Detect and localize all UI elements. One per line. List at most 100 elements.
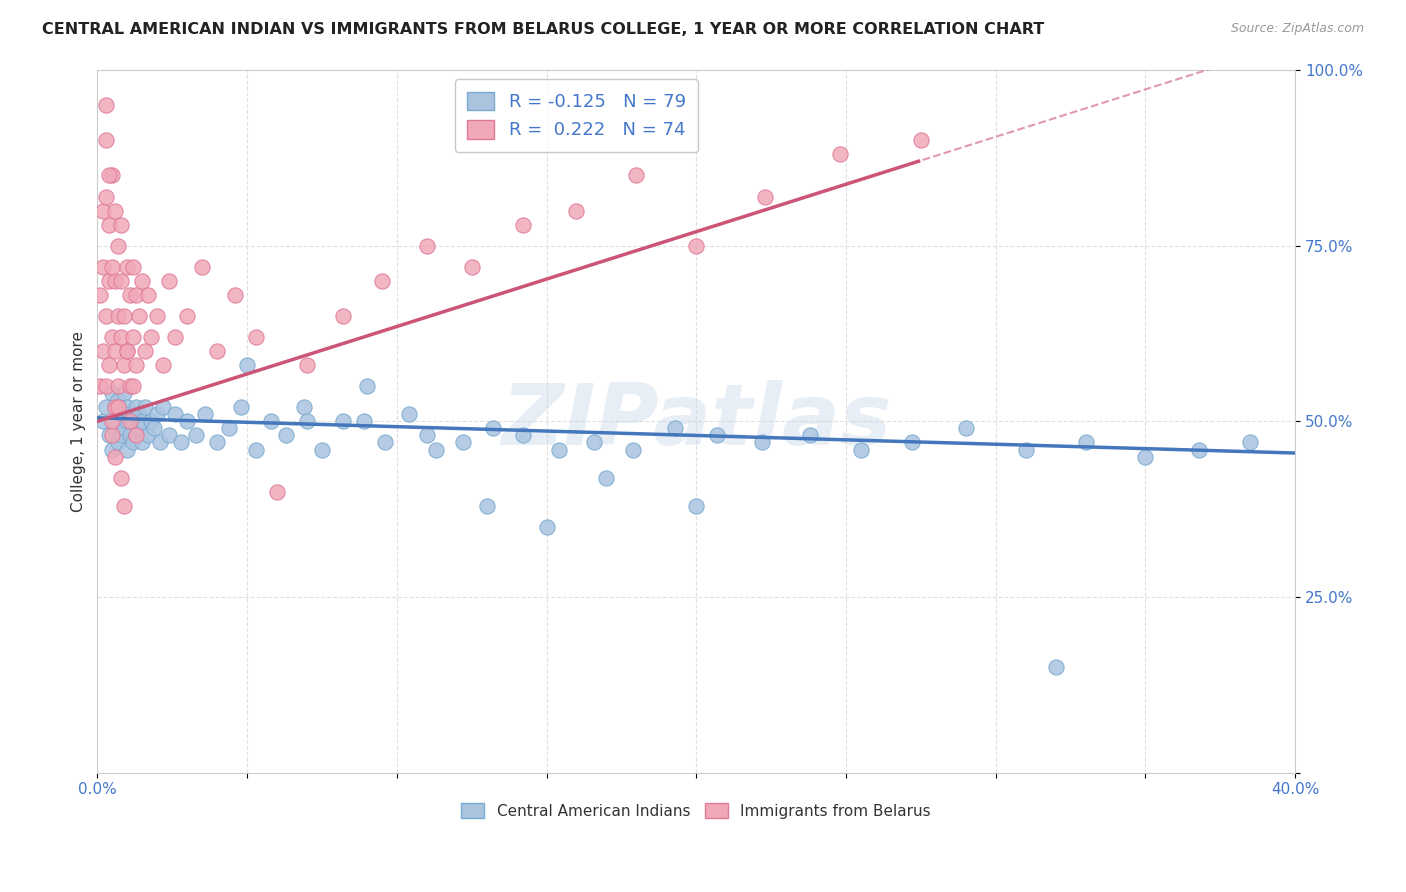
Text: ZIPatlas: ZIPatlas	[501, 380, 891, 463]
Point	[664, 421, 686, 435]
Point	[91, 260, 114, 274]
Point	[117, 442, 139, 457]
Point	[157, 274, 180, 288]
Point	[125, 428, 148, 442]
Point	[125, 401, 148, 415]
Point	[104, 203, 127, 218]
Text: CENTRAL AMERICAN INDIAN VS IMMIGRANTS FROM BELARUS COLLEGE, 1 YEAR OR MORE CORRE: CENTRAL AMERICAN INDIAN VS IMMIGRANTS FR…	[42, 22, 1045, 37]
Point	[128, 309, 150, 323]
Point	[107, 309, 129, 323]
Point	[685, 238, 707, 252]
Point	[626, 169, 648, 183]
Point	[165, 408, 187, 422]
Point	[295, 414, 318, 428]
Point	[146, 309, 169, 323]
Point	[120, 414, 142, 428]
Point	[266, 484, 288, 499]
Point	[96, 189, 118, 203]
Point	[170, 435, 193, 450]
Point	[131, 274, 153, 288]
Point	[101, 442, 124, 457]
Point	[152, 358, 174, 372]
Point	[128, 421, 150, 435]
Point	[122, 414, 145, 428]
Point	[110, 274, 132, 288]
Point	[901, 435, 924, 450]
Point	[1014, 442, 1036, 457]
Point	[98, 169, 121, 183]
Point	[96, 98, 118, 112]
Point	[107, 435, 129, 450]
Point	[128, 408, 150, 422]
Point	[910, 133, 932, 147]
Point	[91, 414, 114, 428]
Point	[107, 393, 129, 408]
Point	[332, 309, 354, 323]
Point	[125, 358, 148, 372]
Point	[134, 401, 156, 415]
Point	[565, 203, 588, 218]
Point	[110, 218, 132, 232]
Point	[107, 238, 129, 252]
Point	[274, 428, 297, 442]
Point	[260, 414, 283, 428]
Point	[101, 428, 124, 442]
Point	[91, 203, 114, 218]
Point	[157, 428, 180, 442]
Point	[205, 344, 228, 359]
Point	[101, 330, 124, 344]
Point	[146, 408, 169, 422]
Point	[583, 435, 606, 450]
Point	[536, 520, 558, 534]
Point	[96, 133, 118, 147]
Point	[194, 408, 217, 422]
Point	[176, 414, 198, 428]
Point	[125, 288, 148, 302]
Point	[117, 344, 139, 359]
Point	[460, 260, 482, 274]
Point	[828, 147, 851, 161]
Point	[245, 330, 267, 344]
Point	[96, 379, 118, 393]
Point	[120, 379, 142, 393]
Point	[104, 344, 127, 359]
Point	[112, 358, 135, 372]
Point	[481, 421, 503, 435]
Point	[122, 379, 145, 393]
Point	[117, 414, 139, 428]
Point	[110, 470, 132, 484]
Point	[229, 401, 252, 415]
Point	[110, 330, 132, 344]
Point	[112, 499, 135, 513]
Point	[245, 442, 267, 457]
Point	[101, 169, 124, 183]
Point	[751, 435, 773, 450]
Point	[191, 260, 214, 274]
Y-axis label: College, 1 year or more: College, 1 year or more	[72, 331, 86, 512]
Point	[117, 401, 139, 415]
Point	[224, 288, 246, 302]
Point	[122, 435, 145, 450]
Point	[104, 274, 127, 288]
Point	[104, 401, 127, 415]
Point	[353, 414, 375, 428]
Text: Source: ZipAtlas.com: Source: ZipAtlas.com	[1230, 22, 1364, 36]
Point	[98, 358, 121, 372]
Point	[104, 450, 127, 464]
Point	[120, 288, 142, 302]
Point	[89, 379, 111, 393]
Point	[416, 238, 439, 252]
Point	[374, 435, 396, 450]
Point	[332, 414, 354, 428]
Point	[141, 330, 163, 344]
Point	[96, 401, 118, 415]
Point	[122, 260, 145, 274]
Point	[425, 442, 447, 457]
Point	[595, 470, 617, 484]
Legend: Central American Indians, Immigrants from Belarus: Central American Indians, Immigrants fro…	[456, 797, 938, 825]
Point	[104, 401, 127, 415]
Point	[754, 189, 776, 203]
Point	[101, 260, 124, 274]
Point	[685, 499, 707, 513]
Point	[1045, 660, 1067, 674]
